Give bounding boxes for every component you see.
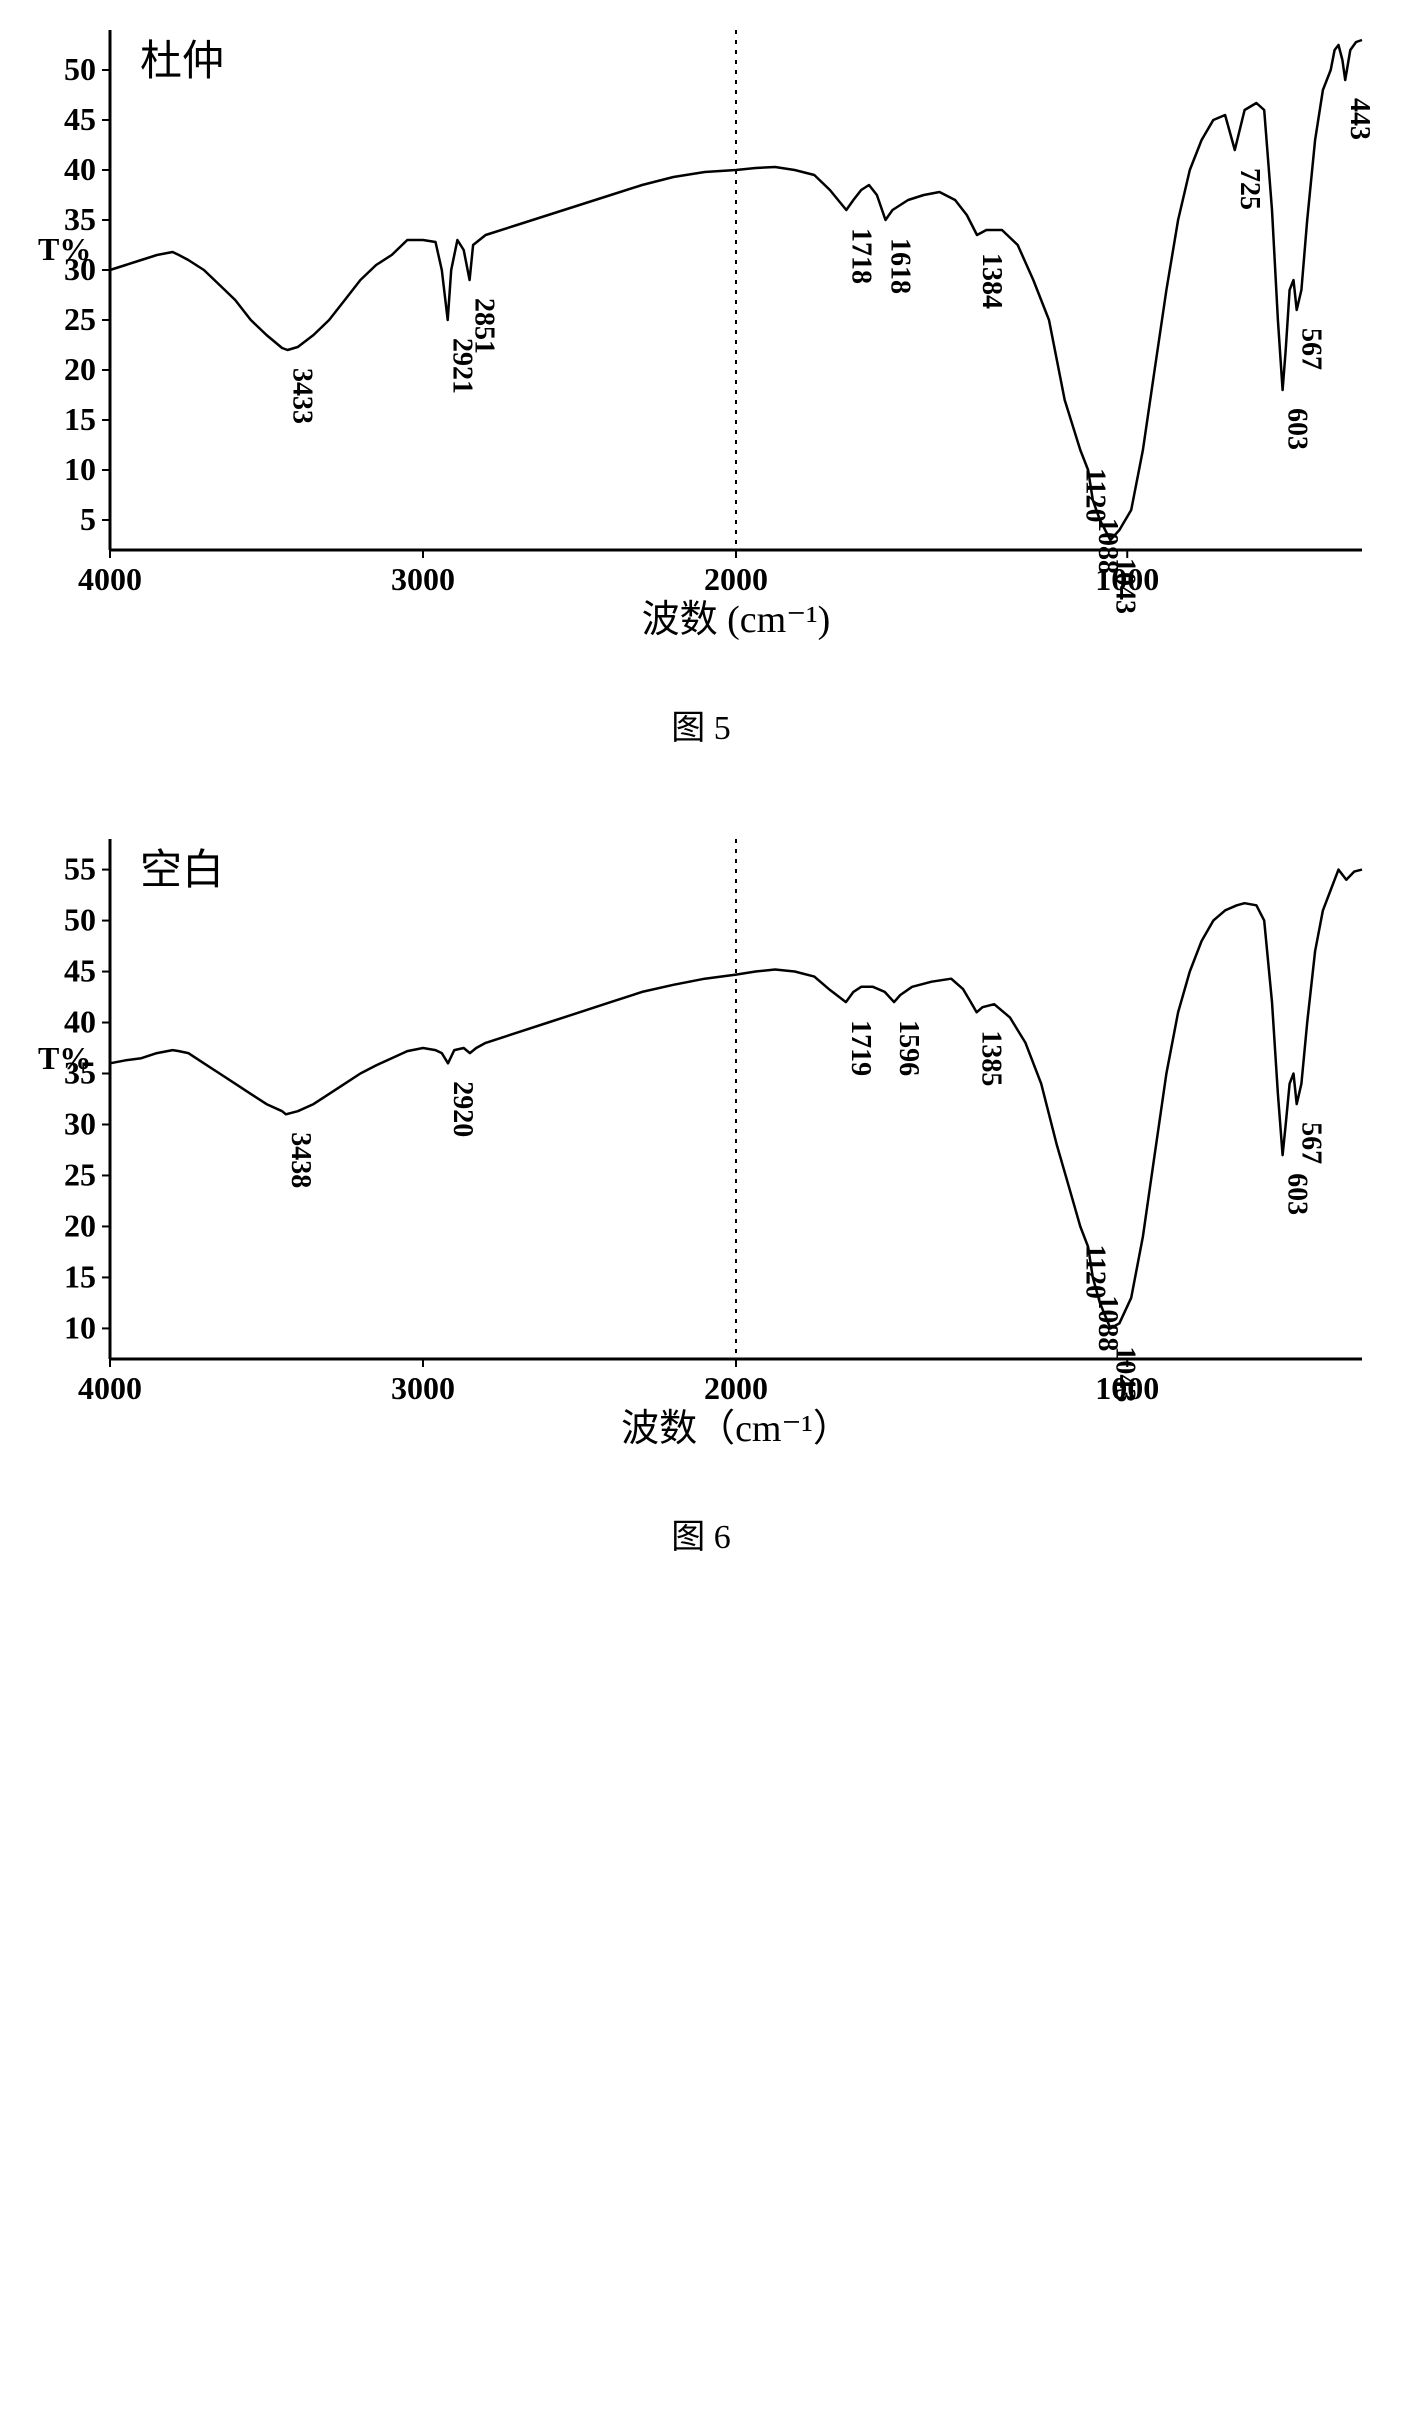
- svg-text:20: 20: [64, 351, 96, 387]
- figure-6: 10152025303540455055T%4000300020001000波数…: [20, 829, 1382, 1558]
- svg-text:50: 50: [64, 902, 96, 938]
- svg-text:443: 443: [1344, 98, 1375, 140]
- svg-text:567: 567: [1296, 328, 1327, 370]
- caption-6: 图 6: [20, 1509, 1382, 1558]
- svg-text:45: 45: [64, 953, 96, 989]
- svg-text:1120: 1120: [1079, 468, 1110, 522]
- svg-text:3438: 3438: [285, 1132, 316, 1188]
- svg-text:30: 30: [64, 1105, 96, 1141]
- svg-text:3000: 3000: [391, 561, 455, 597]
- svg-text:15: 15: [64, 401, 96, 437]
- svg-text:50: 50: [64, 51, 96, 87]
- chart-6-svg: 10152025303540455055T%4000300020001000波数…: [20, 829, 1382, 1449]
- svg-text:1618: 1618: [884, 238, 915, 294]
- chart-5-svg: 5101520253035404550T%4000300020001000波数 …: [20, 20, 1382, 640]
- svg-text:1719: 1719: [845, 1020, 876, 1076]
- svg-text:10: 10: [64, 451, 96, 487]
- svg-text:25: 25: [64, 1156, 96, 1192]
- svg-text:波数（cm⁻¹）: 波数（cm⁻¹）: [621, 1408, 851, 1449]
- svg-text:1385: 1385: [976, 1030, 1007, 1086]
- svg-text:45: 45: [64, 101, 96, 137]
- svg-text:2851: 2851: [469, 298, 500, 354]
- svg-text:1043: 1043: [1109, 558, 1140, 614]
- svg-text:空白: 空白: [140, 847, 224, 894]
- svg-text:15: 15: [64, 1258, 96, 1294]
- svg-text:603: 603: [1282, 1173, 1313, 1215]
- chart-6: 10152025303540455055T%4000300020001000波数…: [20, 829, 1382, 1449]
- svg-text:55: 55: [64, 851, 96, 887]
- svg-text:1718: 1718: [845, 228, 876, 284]
- svg-text:4000: 4000: [78, 1370, 142, 1406]
- svg-text:725: 725: [1234, 168, 1265, 210]
- svg-text:1043: 1043: [1109, 1346, 1140, 1402]
- svg-text:1120: 1120: [1079, 1244, 1110, 1298]
- svg-text:5: 5: [80, 501, 96, 537]
- chart-5: 5101520253035404550T%4000300020001000波数 …: [20, 20, 1382, 640]
- figure-5: 5101520253035404550T%4000300020001000波数 …: [20, 20, 1382, 749]
- svg-text:T%: T%: [38, 1040, 91, 1076]
- svg-text:603: 603: [1282, 408, 1313, 450]
- svg-text:20: 20: [64, 1207, 96, 1243]
- svg-text:波数 (cm⁻¹): 波数 (cm⁻¹): [642, 599, 831, 640]
- svg-text:4000: 4000: [78, 561, 142, 597]
- svg-text:T%: T%: [38, 231, 91, 267]
- svg-text:10: 10: [64, 1309, 96, 1345]
- svg-text:1384: 1384: [976, 253, 1007, 309]
- svg-text:2920: 2920: [447, 1081, 478, 1137]
- caption-5: 图 5: [20, 700, 1382, 749]
- svg-text:杜仲: 杜仲: [140, 39, 224, 85]
- svg-text:25: 25: [64, 301, 96, 337]
- svg-text:40: 40: [64, 151, 96, 187]
- svg-text:40: 40: [64, 1004, 96, 1040]
- svg-text:2000: 2000: [704, 561, 768, 597]
- svg-text:1596: 1596: [893, 1020, 924, 1076]
- svg-text:567: 567: [1296, 1122, 1327, 1164]
- svg-text:1088: 1088: [1092, 1295, 1123, 1351]
- svg-text:3000: 3000: [391, 1370, 455, 1406]
- svg-text:2000: 2000: [704, 1370, 768, 1406]
- svg-text:3433: 3433: [286, 368, 317, 424]
